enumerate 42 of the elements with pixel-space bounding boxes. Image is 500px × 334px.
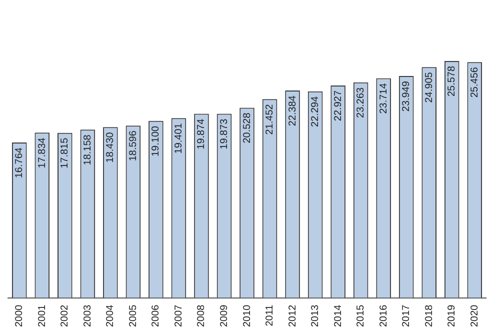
x-tick-label: 2004 xyxy=(105,304,116,328)
x-tick-label: 2005 xyxy=(128,304,139,328)
x-tick-label: 2011 xyxy=(264,304,276,326)
data-label: 19.873 xyxy=(218,118,230,150)
data-label: 25.578 xyxy=(446,66,458,97)
data-label: 23.949 xyxy=(401,80,412,112)
data-label: 19.401 xyxy=(173,122,184,154)
x-tick-label: 2013 xyxy=(310,304,322,328)
x-tick-label: 2000 xyxy=(14,304,26,328)
data-label: 23.714 xyxy=(378,82,390,114)
data-label: 16.764 xyxy=(14,147,26,178)
data-label: 22.294 xyxy=(310,96,322,127)
data-label: 17.834 xyxy=(36,137,48,168)
data-label: 18.158 xyxy=(82,134,94,166)
data-label: 23.263 xyxy=(356,86,367,118)
data-label: 22.384 xyxy=(287,95,298,126)
x-tick-label: 2009 xyxy=(218,304,230,328)
x-tick-label: 2001 xyxy=(36,304,48,328)
data-label: 17.815 xyxy=(60,137,71,168)
data-label: 19.874 xyxy=(196,118,208,150)
x-tick-label: 2010 xyxy=(242,304,253,328)
x-tick-label: 2006 xyxy=(150,304,162,328)
data-label: 18.430 xyxy=(105,132,116,163)
data-label: 21.452 xyxy=(264,104,276,135)
data-label: 22.927 xyxy=(332,90,344,122)
data-label: 18.596 xyxy=(128,130,139,162)
x-tick-label: 2003 xyxy=(82,304,94,328)
x-tick-label: 2012 xyxy=(287,304,298,328)
x-tick-label: 2019 xyxy=(446,304,458,328)
x-tick-label: 2007 xyxy=(173,304,184,328)
x-tick-label: 2015 xyxy=(356,304,367,328)
data-label: 20.528 xyxy=(242,112,253,144)
x-tick-label: 2020 xyxy=(469,304,480,328)
x-tick-label: 2018 xyxy=(424,304,435,328)
data-label: 19.100 xyxy=(150,125,162,157)
x-tick-label: 2014 xyxy=(332,304,344,328)
x-tick-label: 2008 xyxy=(196,304,208,328)
x-tick-label: 2016 xyxy=(378,304,390,328)
data-label: 25.456 xyxy=(469,66,480,98)
data-label: 24.905 xyxy=(424,72,435,103)
x-tick-label: 2002 xyxy=(60,304,71,328)
x-tick-label: 2017 xyxy=(401,304,412,328)
